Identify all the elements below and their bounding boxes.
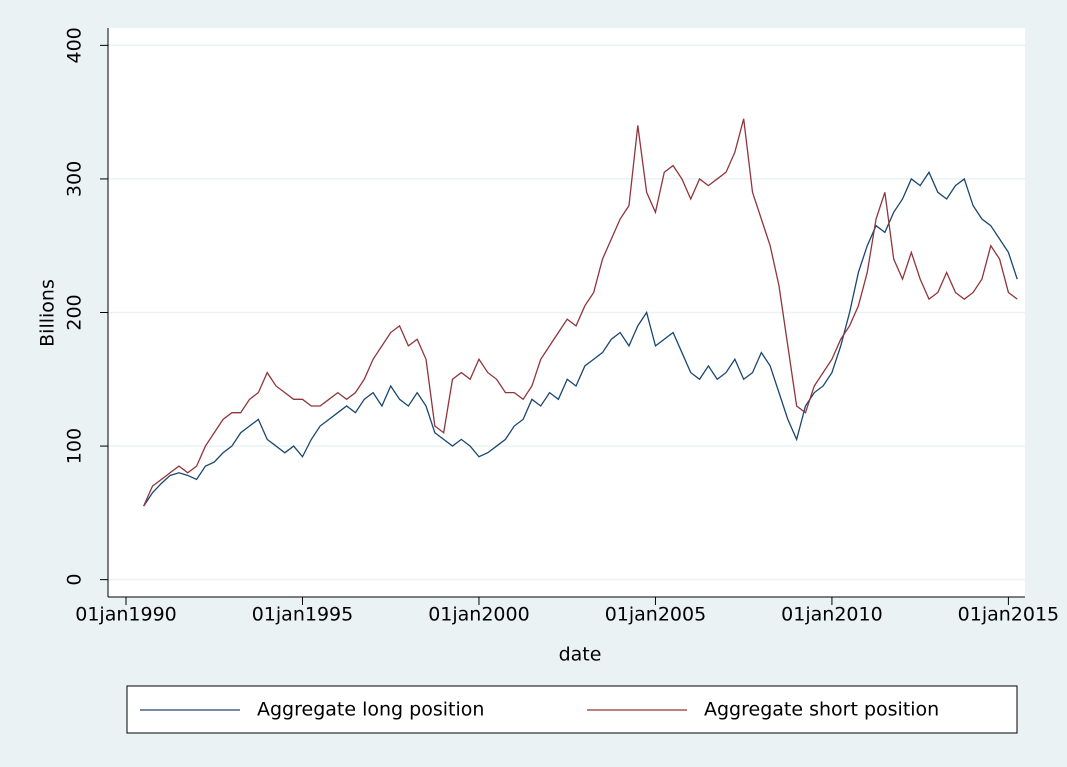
y-tick-label: 0 bbox=[64, 574, 86, 586]
x-tick-label: 01jan1995 bbox=[252, 604, 354, 626]
y-tick-label: 100 bbox=[64, 428, 86, 464]
x-tick-label: 01jan2015 bbox=[958, 604, 1060, 626]
y-tick-label: 300 bbox=[64, 161, 86, 197]
legend-label: Aggregate short position bbox=[704, 699, 939, 721]
x-axis-title: date bbox=[559, 644, 602, 666]
y-tick-label: 400 bbox=[64, 27, 86, 63]
x-tick-label: 01jan1990 bbox=[75, 604, 177, 626]
legend-box bbox=[126, 685, 1018, 734]
series-line bbox=[143, 170, 1018, 507]
x-tick-label: 01jan2010 bbox=[781, 604, 883, 626]
series-line bbox=[143, 118, 1018, 507]
y-axis-title: Billions bbox=[37, 279, 59, 347]
y-tick-label: 200 bbox=[64, 294, 86, 330]
legend-label: Aggregate long position bbox=[257, 699, 484, 721]
x-tick-label: 01jan2000 bbox=[428, 604, 530, 626]
x-tick-label: 01jan2005 bbox=[605, 604, 707, 626]
